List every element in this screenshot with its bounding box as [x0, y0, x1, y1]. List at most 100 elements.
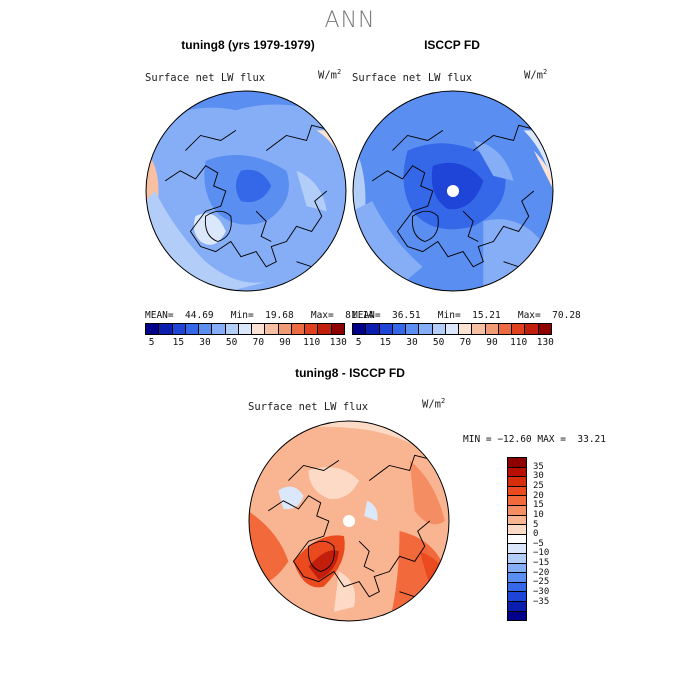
panel-3-colorbar-swatch	[508, 582, 526, 593]
panel-2-colorbar-ticks: 5 15 30 50 70 90 110 130	[352, 337, 554, 349]
panel-3-colorbar-swatch	[508, 553, 526, 564]
panel-3-colorbar-tick-label: −20	[533, 567, 550, 578]
panel-1-field-label: Surface net LW flux	[145, 72, 266, 84]
panel-3-stats: MIN = −12.60 MAX = 33.21	[463, 434, 606, 445]
panel-2-colorbar-swatch	[366, 324, 380, 334]
panel-1-polar-map	[145, 90, 347, 292]
panel-3-colorbar-swatch	[508, 601, 526, 612]
panel-2-colorbar-swatch	[485, 324, 499, 334]
panel-1-colorbar-swatch	[318, 324, 332, 334]
panel-3-colorbar-tick-label: 20	[533, 490, 544, 501]
panel-3-colorbar-tick-label: −10	[533, 548, 550, 559]
panel-2-colorbar-swatch	[525, 324, 539, 334]
panel-1-title: tuning8 (yrs 1979-1979)	[181, 38, 315, 52]
panel-2-colorbar-swatch	[538, 324, 551, 334]
panel-3-colorbar-tick-label: −15	[533, 558, 550, 569]
panel-3-colorbar-tick-label: 10	[533, 509, 544, 520]
panel-3-field-label: Surface net LW flux	[248, 401, 369, 413]
panel-3-colorbar-swatch	[508, 592, 526, 602]
panel-2-colorbar-swatch	[406, 324, 420, 334]
panel-3-colorbar-swatch	[508, 486, 526, 497]
panel-3-colorbar-tick-label: 25	[533, 480, 544, 491]
panel-1-colorbar-swatch	[212, 324, 226, 334]
panel-1-colorbar	[145, 323, 345, 335]
panel-3-colorbar-tick-label: −35	[533, 596, 550, 607]
panel-2-polar-map	[352, 90, 554, 292]
panel-2-colorbar-swatch	[392, 324, 407, 334]
panel-1-colorbar-tick-label: 70	[252, 337, 265, 348]
panel-2-colorbar-tick-label: 130	[536, 337, 554, 348]
panel-3-colorbar-swatch	[508, 525, 526, 535]
panel-3-colorbar-swatch	[508, 534, 526, 545]
panel-3-colorbar-swatch	[508, 458, 526, 468]
panel-2-colorbar-swatch	[432, 324, 446, 334]
panel-1-colorbar-swatch	[146, 324, 160, 334]
panel-2-colorbar-swatch	[379, 324, 393, 334]
panel-3-colorbar-tick-label: 0	[533, 529, 539, 540]
panel-3-colorbar-tick-label: 35	[533, 461, 544, 472]
panel-3-colorbar-tick-label: 5	[533, 519, 539, 530]
panel-1-colorbar-swatch	[291, 324, 306, 334]
panel-2-colorbar-swatch	[512, 324, 526, 334]
panel-2-colorbar-tick-label: 5	[355, 337, 362, 348]
panel-1-colorbar-tick-label: 5	[148, 337, 155, 348]
panel-1-colorbar-swatch	[199, 324, 213, 334]
panel-1-colorbar-ticks: 5 15 30 50 70 90 110 130	[145, 337, 347, 349]
figure-title: ANN	[324, 8, 376, 33]
panel-2-colorbar-swatch	[459, 324, 473, 334]
panel-2-colorbar	[352, 323, 552, 335]
panel-3-polar-map	[248, 420, 450, 622]
panel-3-colorbar-swatch	[508, 573, 526, 583]
panel-3-colorbar-tick-label: −5	[533, 538, 544, 549]
panel-2-field-label: Surface net LW flux	[352, 72, 473, 84]
panel-3-title: tuning8 - ISCCP FD	[295, 366, 405, 380]
panel-1-colorbar-tick-label: 130	[329, 337, 347, 348]
panel-1-colorbar-swatch	[225, 324, 239, 334]
panel-3-colorbar-swatch	[508, 611, 526, 621]
panel-2-colorbar-tick-label: 70	[459, 337, 472, 348]
panel-3-colorbar-swatch	[508, 544, 526, 554]
panel-1-colorbar-swatch	[305, 324, 319, 334]
panel-1-colorbar-swatch	[185, 324, 200, 334]
panel-2-stats: MEAN= 36.51 Min= 15.21 Max= 70.28	[352, 310, 581, 321]
panel-3-colorbar-tick-label: 30	[533, 471, 544, 482]
panel-2-colorbar-tick-label: 110	[510, 337, 528, 348]
panel-3-colorbar-swatch	[508, 477, 526, 487]
panel-2-colorbar-tick-label: 50	[432, 337, 445, 348]
panel-1-colorbar-tick-label: 15	[172, 337, 185, 348]
panel-3-colorbar-tick-label: −25	[533, 577, 550, 588]
panel-1-colorbar-swatch	[331, 324, 344, 334]
panel-2-colorbar-tick-label: 90	[486, 337, 498, 348]
panel-1-colorbar-tick-label: 90	[279, 337, 291, 348]
panel-3-colorbar-swatch	[508, 496, 526, 506]
panel-3-colorbar-tick-label: 15	[533, 500, 544, 511]
panel-3-colorbar-ticks: 35 30 25 20 15 10 5 0 −5 −10 −15 −20 −25 −30 −35	[533, 457, 573, 621]
panel-1-colorbar-tick-label: 30	[199, 337, 211, 348]
panel-1-units: W/m2	[318, 68, 342, 82]
panel-1-stats: MEAN= 44.69 Min= 19.68 Max= 81.14	[145, 310, 374, 321]
panel-3-colorbar-swatch	[508, 467, 526, 478]
panel-1-colorbar-tick-label: 50	[225, 337, 238, 348]
panel-1-colorbar-swatch	[252, 324, 266, 334]
panel-1-colorbar-swatch	[278, 324, 292, 334]
panel-2-colorbar-swatch	[472, 324, 486, 334]
panel-2-colorbar-tick-label: 15	[379, 337, 392, 348]
panel-1-colorbar-swatch	[265, 324, 279, 334]
panel-2-colorbar-tick-label: 30	[406, 337, 418, 348]
panel-3-colorbar-swatch	[508, 563, 526, 574]
panel-1-colorbar-swatch	[238, 324, 253, 334]
panel-3-colorbar-swatch	[508, 505, 526, 516]
panel-3-colorbar-tick-label: −30	[533, 587, 550, 598]
panel-3-colorbar-swatch	[508, 515, 526, 526]
panel-2-units: W/m2	[524, 68, 548, 82]
panel-2-colorbar-swatch	[419, 324, 433, 334]
panel-2-colorbar-swatch	[353, 324, 367, 334]
panel-2-colorbar-swatch	[445, 324, 460, 334]
panel-1-colorbar-swatch	[172, 324, 186, 334]
panel-1-colorbar-tick-label: 110	[303, 337, 321, 348]
panel-3-colorbar	[507, 457, 527, 621]
panel-3-units: W/m2	[422, 397, 446, 411]
panel-2-title: ISCCP FD	[424, 38, 480, 52]
panel-2-colorbar-swatch	[498, 324, 513, 334]
panel-1-colorbar-swatch	[159, 324, 173, 334]
